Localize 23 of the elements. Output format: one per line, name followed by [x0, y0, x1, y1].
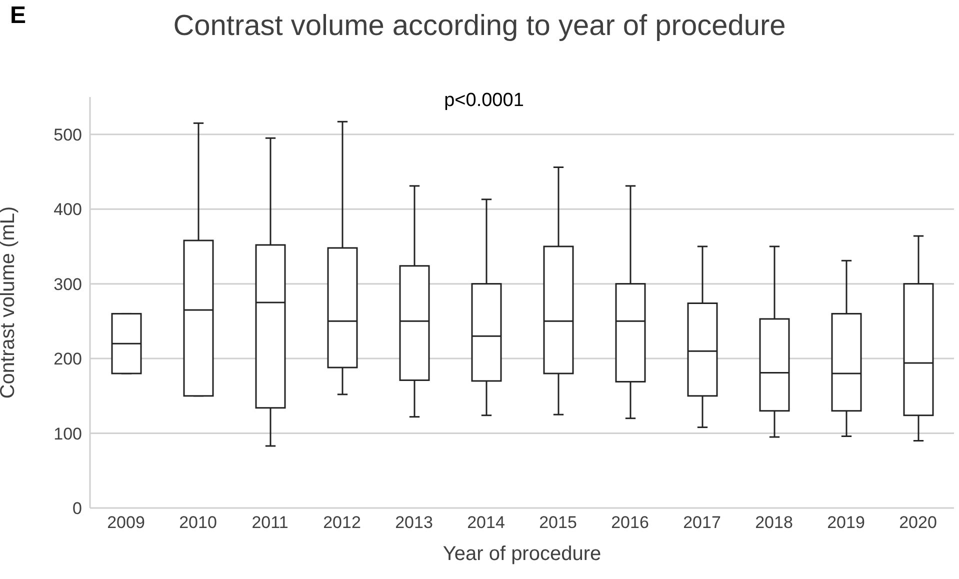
chart-title: Contrast volume according to year of procedure — [173, 10, 786, 42]
x-tick-label: 2009 — [107, 513, 145, 532]
text: E — [10, 2, 26, 30]
x-tick-label: 2019 — [827, 513, 865, 532]
annotation: p<0.0001 — [443, 90, 525, 112]
y-tick-label: 500 — [54, 125, 82, 144]
y-tick-label: 300 — [54, 274, 82, 294]
x-tick-label: 2013 — [395, 513, 433, 532]
y-tick-label: 200 — [54, 350, 82, 369]
y-axis-title: Contrast volume (mL) — [0, 206, 20, 399]
y-tick-label: 0 — [72, 499, 82, 518]
x-tick-label: 2018 — [755, 513, 793, 532]
x-tick-label: 2020 — [899, 513, 937, 532]
x-tick-label: 2016 — [611, 513, 649, 532]
y-tick-label: 400 — [54, 200, 82, 220]
x-tick-label: 2015 — [539, 513, 577, 532]
y-tick-label: 100 — [54, 424, 82, 444]
x-tick-label: 2011 — [252, 513, 288, 532]
x-tick-label: 2010 — [179, 513, 217, 532]
x-tick-label: 2014 — [467, 513, 505, 532]
x-tick-label: 2012 — [323, 513, 361, 532]
x-axis-title: Year of procedure — [442, 543, 602, 565]
x-tick-label: 2017 — [683, 513, 721, 532]
